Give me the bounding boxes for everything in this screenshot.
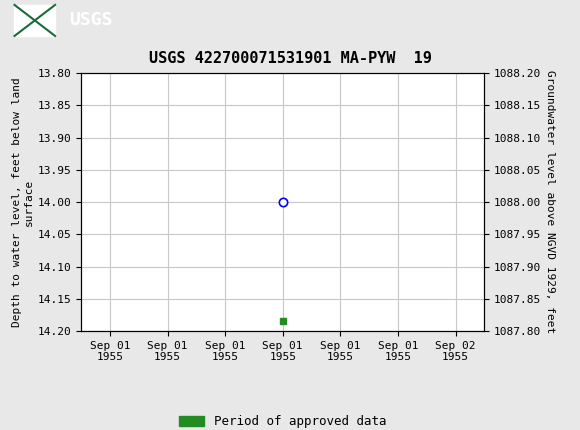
FancyBboxPatch shape [14, 5, 55, 36]
Y-axis label: Groundwater level above NGVD 1929, feet: Groundwater level above NGVD 1929, feet [545, 71, 556, 334]
Legend: Period of approved data: Period of approved data [174, 410, 392, 430]
Y-axis label: Depth to water level, feet below land
surface: Depth to water level, feet below land su… [12, 77, 34, 327]
Text: USGS 422700071531901 MA-PYW  19: USGS 422700071531901 MA-PYW 19 [148, 51, 432, 65]
Text: USGS: USGS [70, 12, 113, 29]
